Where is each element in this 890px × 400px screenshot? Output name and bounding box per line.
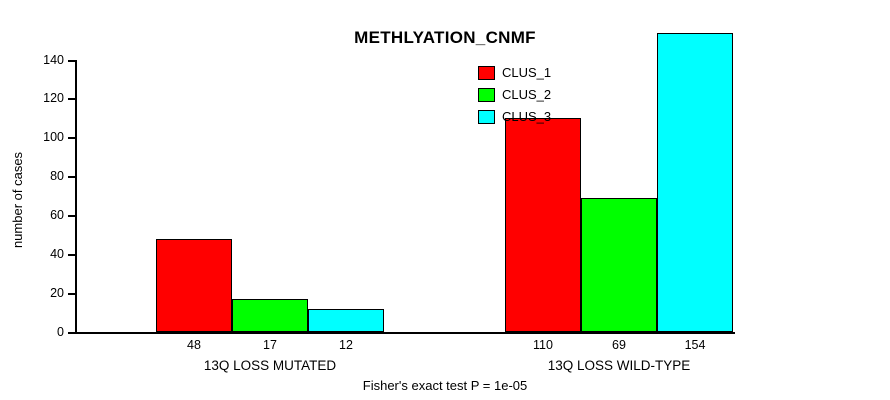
y-tick-0 [68,332,75,334]
legend-item-1[interactable]: CLUS_2 [478,84,551,105]
legend: CLUS_1 CLUS_2 CLUS_3 [478,62,551,128]
y-tick-label-120: 120 [38,91,64,105]
bar-group1-clus3[interactable] [657,33,733,332]
y-tick-label-140: 140 [38,53,64,67]
y-axis-line [75,60,77,332]
bar-group1-clus1[interactable] [505,118,581,332]
y-tick-label-80: 80 [38,169,64,183]
y-tick-label-60: 60 [38,208,64,222]
group-label-0: 13Q LOSS MUTATED [156,358,384,373]
bar-group0-clus2[interactable] [232,299,308,332]
y-tick-label-40: 40 [38,247,64,261]
bar-value-group1-2: 154 [657,338,733,352]
chart-root: METHLYATION_CNMF number of cases 0 20 40… [0,0,890,400]
legend-item-2[interactable]: CLUS_3 [478,106,551,127]
y-tick-label-0: 0 [38,325,64,339]
y-tick-80 [68,176,75,178]
bar-value-group0-1: 17 [232,338,308,352]
bar-group0-clus3[interactable] [308,309,384,332]
y-axis-title: number of cases [10,152,25,248]
y-tick-20 [68,293,75,295]
y-tick-40 [68,254,75,256]
y-tick-100 [68,137,75,139]
y-tick-label-20: 20 [38,286,64,300]
legend-swatch-clus3 [478,110,495,124]
footer-annotation: Fisher's exact test P = 1e-05 [0,378,890,393]
bar-group1-clus2[interactable] [581,198,657,332]
legend-swatch-clus2 [478,88,495,102]
legend-label-clus2: CLUS_2 [502,87,551,102]
y-tick-60 [68,215,75,217]
legend-label-clus1: CLUS_1 [502,65,551,80]
bar-value-group1-0: 110 [505,338,581,352]
legend-item-0[interactable]: CLUS_1 [478,62,551,83]
y-tick-140 [68,60,75,62]
bar-value-group0-2: 12 [308,338,384,352]
group-label-1: 13Q LOSS WILD-TYPE [505,358,733,373]
y-tick-label-100: 100 [38,130,64,144]
legend-swatch-clus1 [478,66,495,80]
y-tick-120 [68,98,75,100]
legend-label-clus3: CLUS_3 [502,109,551,124]
chart-title: METHLYATION_CNMF [0,28,890,48]
bar-value-group1-1: 69 [581,338,657,352]
x-axis-line [75,332,735,334]
bar-value-group0-0: 48 [156,338,232,352]
bar-group0-clus1[interactable] [156,239,232,332]
